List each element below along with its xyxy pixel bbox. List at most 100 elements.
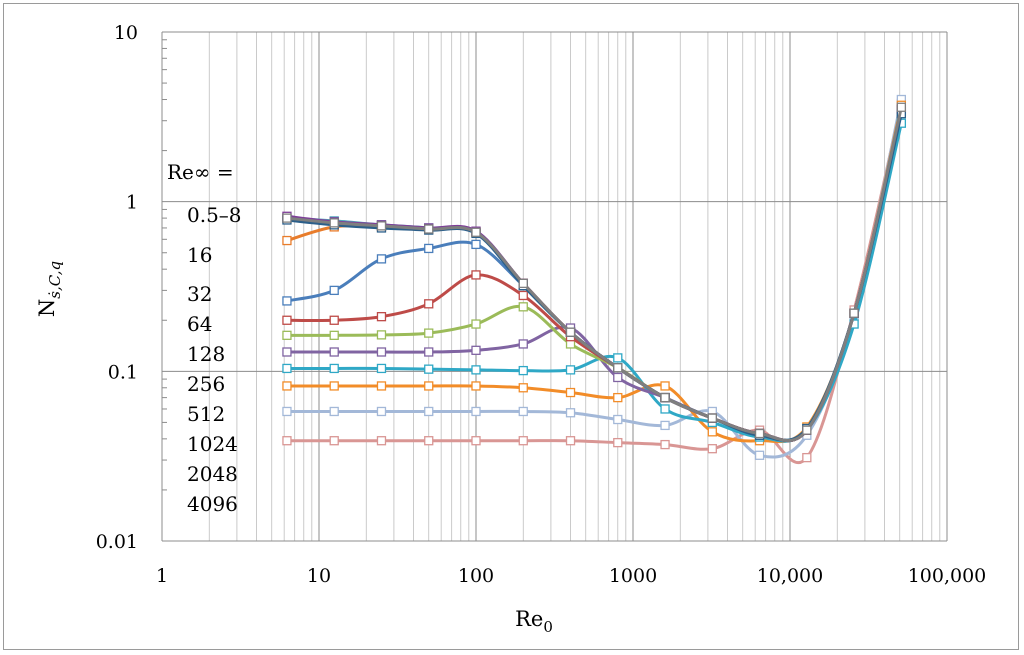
series-line	[286, 104, 903, 444]
data-point	[802, 425, 812, 435]
series-line	[286, 122, 903, 443]
data-point	[613, 353, 623, 363]
data-point	[282, 315, 292, 325]
data-point	[329, 436, 339, 446]
data-point	[518, 278, 528, 289]
data-point	[329, 285, 339, 296]
data-point	[565, 365, 576, 375]
data-point	[613, 392, 623, 403]
legend-label: 2048	[187, 462, 238, 486]
x-tick-label: 1	[156, 565, 168, 587]
y-tick-label: 0.01	[96, 531, 138, 553]
series-64	[282, 106, 907, 443]
data-point	[471, 436, 481, 446]
x-tick-label: 100,000	[908, 565, 987, 587]
series-line	[286, 109, 903, 443]
x-axis-label-sub: 0	[543, 618, 553, 636]
y-axis-label-sub: ṡ,C,q	[46, 261, 64, 299]
data-point	[471, 227, 481, 237]
data-point	[471, 345, 481, 355]
data-point	[565, 436, 576, 446]
y-tick-label: 10	[114, 22, 138, 44]
data-point	[282, 363, 292, 374]
data-point	[518, 383, 528, 393]
data-point	[707, 444, 717, 454]
data-point	[329, 381, 339, 391]
series-32	[282, 106, 907, 443]
data-point	[613, 372, 623, 383]
data-point	[424, 243, 434, 254]
data-point	[376, 406, 387, 417]
data-point	[565, 327, 576, 337]
data-point	[376, 330, 387, 340]
data-point	[660, 392, 670, 403]
data-point	[424, 299, 434, 309]
series-0-5-8-b-	[282, 109, 907, 442]
data-point	[660, 381, 670, 391]
data-point	[707, 427, 717, 437]
series-line	[286, 111, 903, 443]
legend-label: 16	[187, 243, 212, 267]
data-point	[565, 408, 576, 418]
series-128	[282, 106, 907, 443]
data-point	[754, 428, 765, 439]
data-point	[282, 296, 292, 306]
legend-label: 64	[187, 312, 212, 336]
data-point	[424, 224, 434, 234]
data-point	[471, 381, 481, 391]
data-point	[376, 381, 387, 391]
series-2048	[282, 98, 907, 465]
legend-label: 4096	[187, 492, 238, 516]
data-point	[518, 406, 528, 417]
x-axis-label: Re0	[515, 607, 553, 636]
data-point	[282, 406, 292, 417]
data-point	[329, 347, 339, 357]
series-line	[286, 111, 903, 443]
legend: Re∞ = 0.5–8 16 32 64 128 256 512 1024 20…	[167, 160, 242, 516]
series-16	[282, 106, 907, 443]
series-line	[286, 111, 903, 443]
data-point	[660, 439, 670, 450]
data-point	[518, 365, 528, 376]
data-point	[376, 347, 387, 357]
data-point	[376, 312, 387, 322]
series-0-5-8-c-	[282, 104, 907, 443]
series-512	[282, 100, 907, 446]
legend-label: 32	[187, 282, 212, 306]
data-point	[376, 436, 387, 446]
legend-label: 256	[187, 372, 225, 396]
data-point	[471, 270, 481, 280]
data-point	[613, 363, 623, 373]
data-point	[424, 436, 434, 446]
legend-label: 128	[187, 342, 225, 366]
data-point	[424, 347, 434, 357]
y-tick-label: 0.1	[108, 361, 138, 383]
data-point	[424, 328, 434, 338]
data-point	[329, 363, 339, 374]
x-tick-label: 1000	[609, 565, 657, 587]
data-point	[707, 413, 717, 423]
data-point	[613, 414, 623, 425]
data-point	[282, 347, 292, 357]
x-tick-label: 10,000	[757, 565, 823, 587]
legend-title: Re∞ =	[167, 160, 234, 184]
series-line	[286, 102, 903, 465]
tick-labels: 1 10 100 1000 10,000 100,000 10 1 0.1 0.01	[96, 22, 987, 587]
data-point	[849, 308, 859, 318]
data-point	[518, 339, 528, 349]
data-point	[329, 315, 339, 325]
series-layer	[282, 94, 907, 465]
data-point	[282, 436, 292, 446]
chart-svg: 1 10 100 1000 10,000 100,000 10 1 0.1 0.01 Re∞ = …	[35, 22, 987, 636]
data-point	[754, 450, 765, 460]
series-line	[286, 99, 903, 459]
x-tick-label: 10	[307, 565, 331, 587]
series-line	[286, 111, 903, 442]
data-point	[471, 239, 481, 250]
data-point	[282, 330, 292, 340]
data-point	[613, 437, 623, 448]
data-point	[565, 387, 576, 398]
data-point	[471, 365, 481, 375]
data-point	[660, 420, 670, 431]
data-point	[518, 290, 528, 301]
